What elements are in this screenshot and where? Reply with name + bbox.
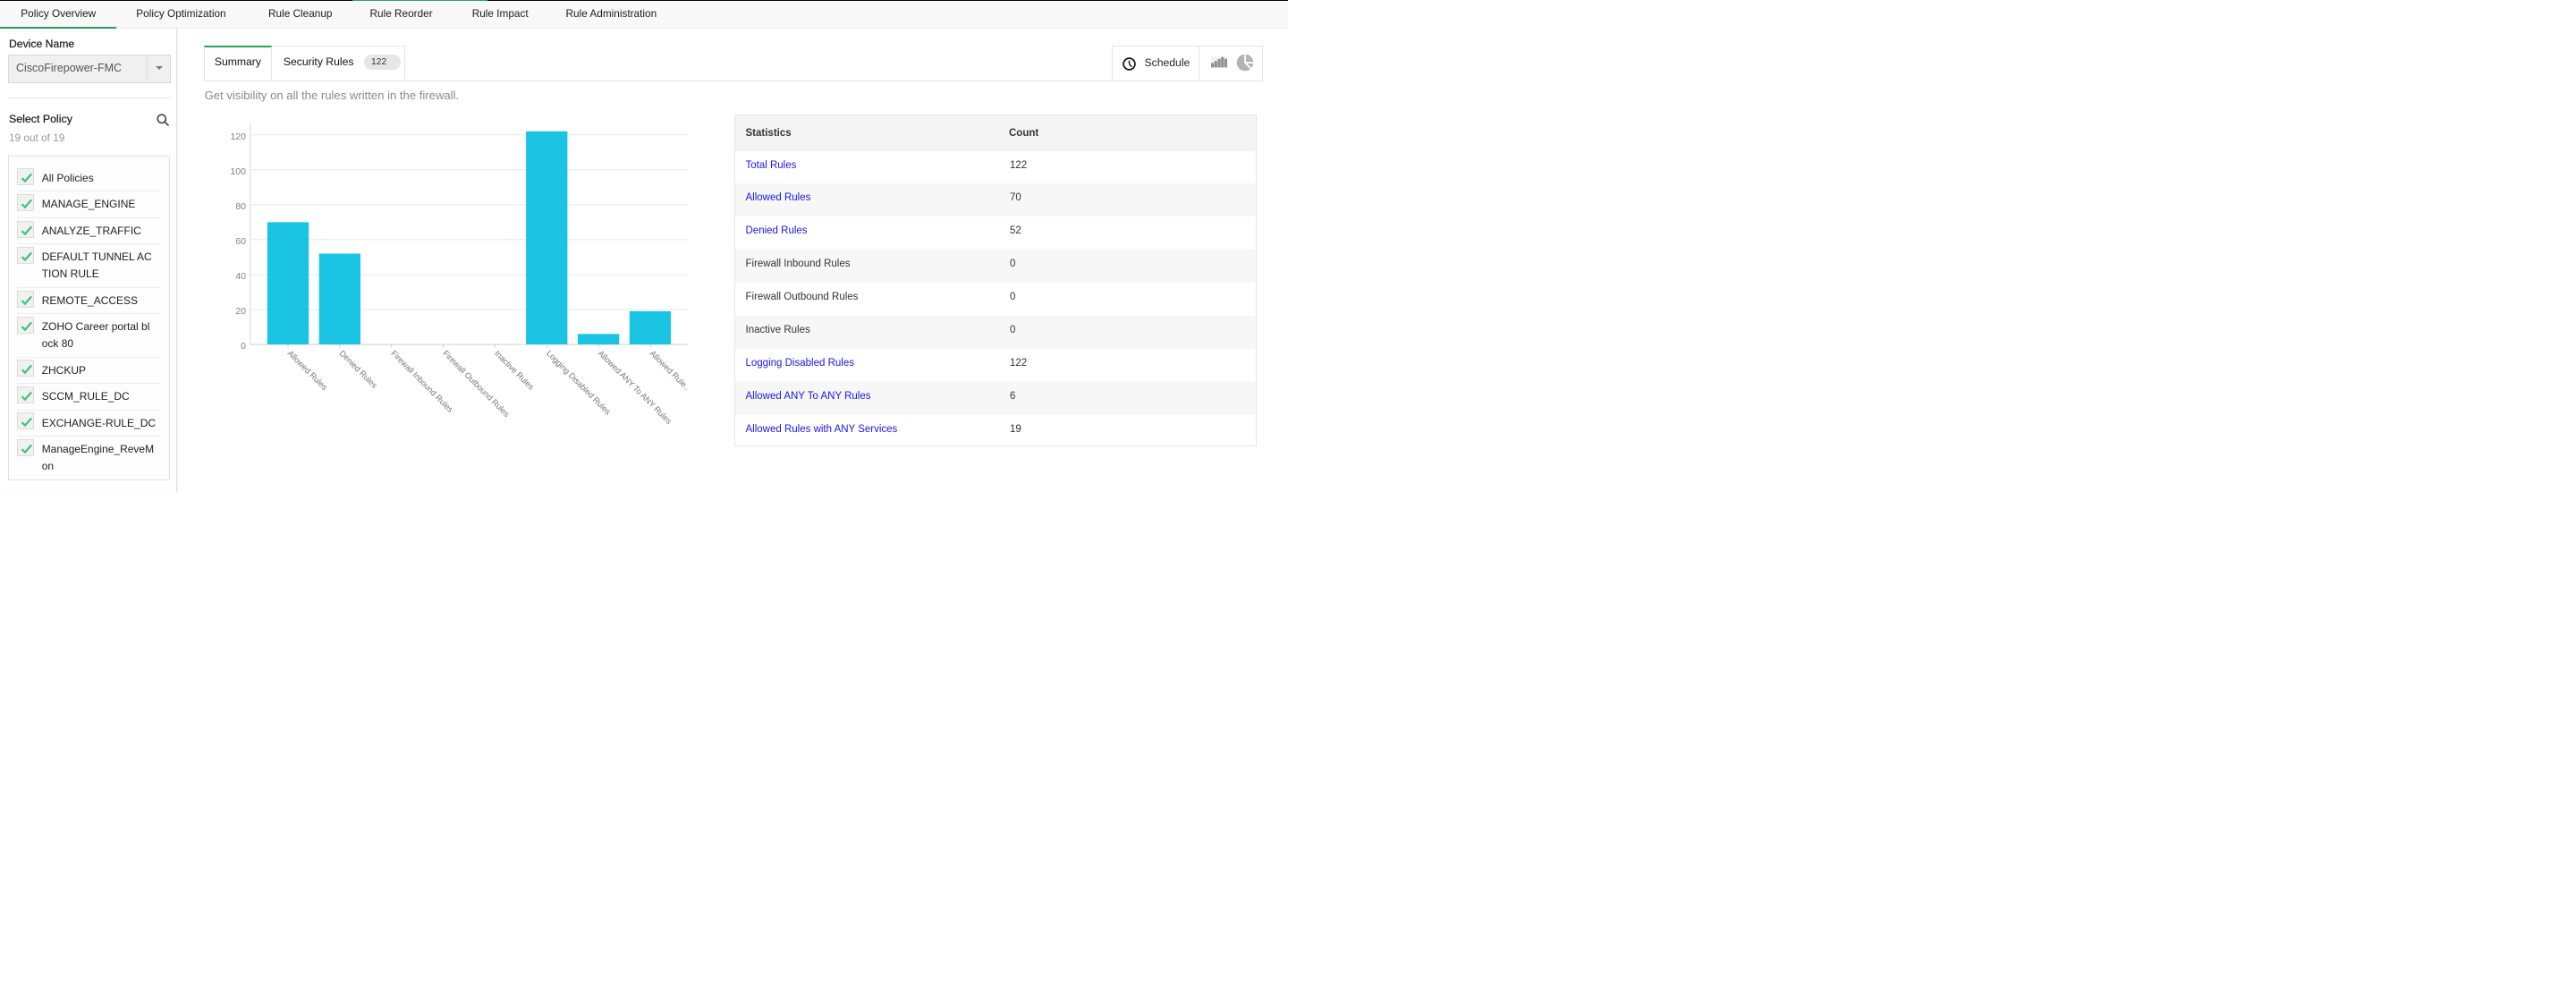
svg-text:20: 20 bbox=[235, 306, 246, 317]
svg-text:Allowed Rule..: Allowed Rule.. bbox=[648, 349, 692, 393]
svg-text:120: 120 bbox=[230, 131, 246, 142]
svg-text:100: 100 bbox=[230, 166, 246, 177]
svg-text:60: 60 bbox=[235, 236, 246, 247]
svg-text:Denied Rules: Denied Rules bbox=[338, 349, 379, 390]
svg-text:0: 0 bbox=[241, 341, 246, 352]
svg-text:Allowed Rules: Allowed Rules bbox=[286, 349, 330, 393]
svg-text:Inactive Rules: Inactive Rules bbox=[493, 349, 536, 392]
svg-text:80: 80 bbox=[235, 201, 246, 212]
svg-text:40: 40 bbox=[235, 271, 246, 282]
